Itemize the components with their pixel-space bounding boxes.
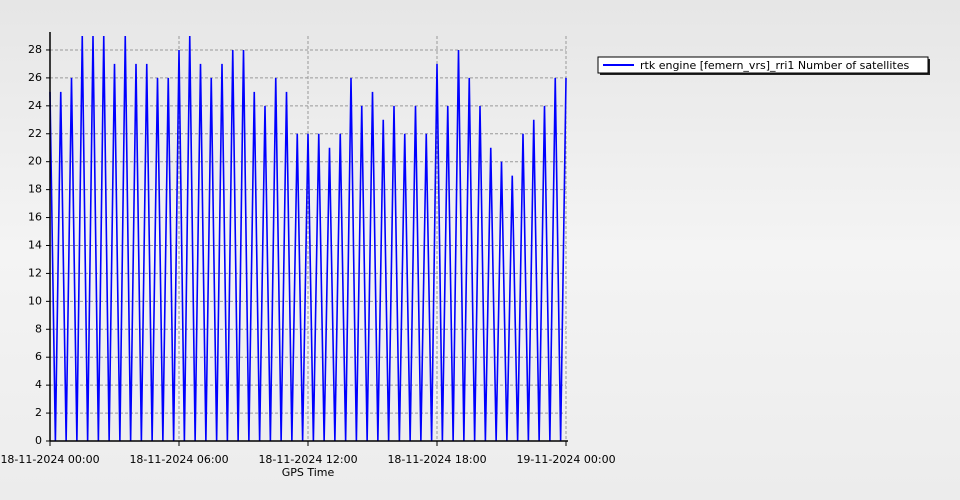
y-tick-label: 10 [28,294,42,307]
y-tick-label: 20 [28,155,42,168]
legend-box [597,56,929,74]
x-tick-label: 18-11-2024 06:00 [129,453,228,466]
x-tick-label: 18-11-2024 12:00 [258,453,357,466]
y-tick-label: 2 [35,406,42,419]
y-tick-label: 8 [35,322,42,335]
y-tick-label: 22 [28,127,42,140]
x-tick-label: 19-11-2024 00:00 [516,453,615,466]
y-tick-label: 12 [28,266,42,279]
y-tick-label: 14 [28,238,42,251]
y-tick-label: 26 [28,71,42,84]
x-tick-label: 18-11-2024 00:00 [0,453,99,466]
legend: rtk engine [femern_vrs]_rri1 Number of s… [597,56,930,75]
y-tick-label: 18 [28,183,42,196]
y-tick-label: 28 [28,43,42,56]
x-tick-label: 18-11-2024 18:00 [387,453,486,466]
y-tick-label: 0 [35,434,42,447]
x-axis-title: GPS Time [282,466,335,479]
y-tick-label: 16 [28,211,42,224]
y-tick-label: 6 [35,350,42,363]
legend-label: rtk engine [femern_vrs]_rri1 Number of s… [640,59,909,72]
y-tick-label: 4 [35,378,42,391]
y-tick-label: 24 [28,99,42,112]
series-line [49,35,567,442]
